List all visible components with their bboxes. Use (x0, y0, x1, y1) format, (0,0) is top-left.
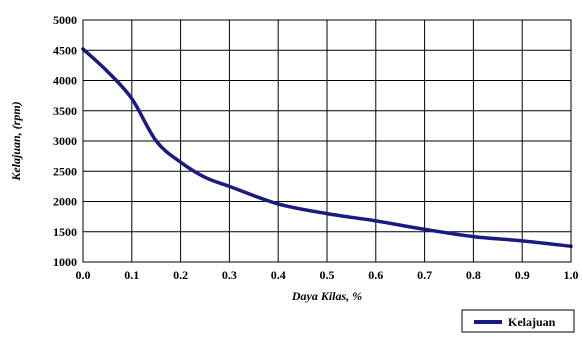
y-tick-label: 4000 (53, 74, 77, 88)
y-axis-title: Kelajuan, (rpm) (9, 101, 23, 181)
x-tick-label: 0.7 (417, 268, 432, 282)
x-tick-label: 0.8 (466, 268, 481, 282)
y-tick-label: 2500 (53, 164, 77, 178)
x-axis-title: Daya Kilas, % (291, 289, 362, 303)
y-tick-label: 3000 (53, 134, 77, 148)
y-tick-label: 1500 (53, 225, 77, 239)
series-layer (81, 47, 573, 249)
y-tick-label: 5000 (53, 13, 77, 27)
legend: Kelajuan (461, 309, 575, 333)
y-tick-label: 2000 (53, 195, 77, 209)
x-tick-label: 0.2 (173, 268, 188, 282)
x-tick-label: 0.1 (124, 268, 139, 282)
legend-box (461, 309, 575, 333)
x-tick-label: 1.0 (564, 268, 579, 282)
plot-frame (82, 19, 572, 263)
y-tick-label: 3500 (53, 104, 77, 118)
y-tick-label: 4500 (53, 43, 77, 57)
x-tick-label: 0.5 (320, 268, 335, 282)
legend-label: Kelajuan (508, 315, 556, 329)
x-tick-label: 0.0 (76, 268, 91, 282)
x-tick-label: 0.4 (271, 268, 286, 282)
x-tick-label: 0.9 (515, 268, 530, 282)
series-line-kelajuan (81, 47, 573, 249)
x-tick-label: 0.6 (368, 268, 383, 282)
y-tick-labels: 1000 1500 2000 2500 3000 3500 4000 4500 5000 (53, 13, 77, 269)
y-tick-label: 1000 (53, 255, 77, 269)
x-tick-labels: 0.0 0.1 0.2 0.3 0.4 0.5 0.6 0.7 0.8 0.9 1.0 (76, 268, 579, 282)
x-tick-label: 0.3 (222, 268, 237, 282)
